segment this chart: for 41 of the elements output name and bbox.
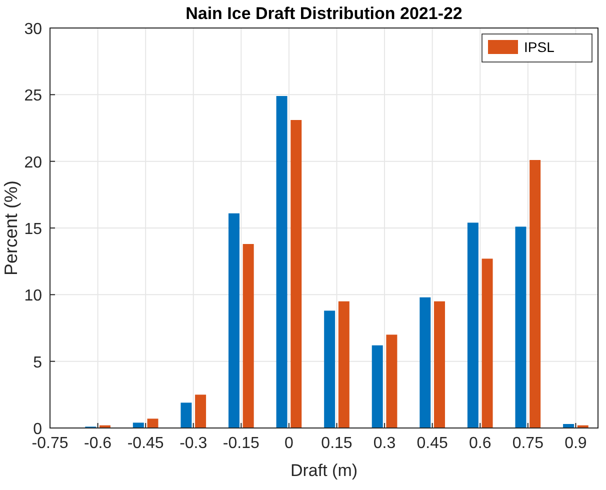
- x-tick-label: 0.9: [564, 435, 587, 452]
- x-tick-label: -0.15: [222, 435, 260, 452]
- x-tick-label: 0.75: [512, 435, 544, 452]
- x-tick-label: -0.3: [180, 435, 208, 452]
- x-tick-label: -0.45: [127, 435, 164, 452]
- bar: [276, 96, 288, 428]
- y-tick-label: 0: [33, 421, 42, 438]
- bar: [482, 258, 493, 428]
- bar: [180, 402, 192, 428]
- bar: [132, 422, 144, 428]
- bar: [338, 301, 350, 428]
- chart-title: Nain Ice Draft Distribution 2021-22: [186, 4, 462, 23]
- x-tick-label: 0.45: [416, 435, 448, 452]
- bar: [147, 418, 158, 428]
- bar: [242, 244, 254, 428]
- y-tick-label: 10: [24, 288, 42, 305]
- x-tick-label: 0: [284, 435, 294, 452]
- bar: [195, 394, 206, 428]
- x-tick-label: -0.6: [84, 435, 112, 452]
- x-tick-label: 0.6: [468, 435, 492, 452]
- bar: [228, 213, 240, 428]
- bar: [420, 297, 431, 428]
- bar: [386, 334, 398, 428]
- y-axis-title: Percent (%): [1, 180, 21, 276]
- bar: [290, 120, 302, 428]
- bar: [434, 301, 445, 428]
- y-tick-label: 15: [24, 221, 42, 238]
- legend-label: IPSL: [524, 39, 555, 55]
- y-tick-label: 20: [24, 154, 42, 172]
- y-tick-label: 30: [24, 21, 42, 38]
- y-tick-label: 5: [33, 354, 42, 372]
- bar: [324, 310, 336, 428]
- bar: [515, 226, 526, 428]
- x-axis-title: Draft (m): [290, 461, 358, 480]
- x-tick-label: -0.75: [32, 435, 68, 452]
- bar: [467, 222, 478, 428]
- x-tick-label: 0.3: [373, 435, 396, 452]
- bar: [530, 160, 541, 428]
- x-tick-label: 0.15: [321, 435, 352, 452]
- y-tick-label: 25: [24, 88, 42, 105]
- bar: [372, 345, 383, 428]
